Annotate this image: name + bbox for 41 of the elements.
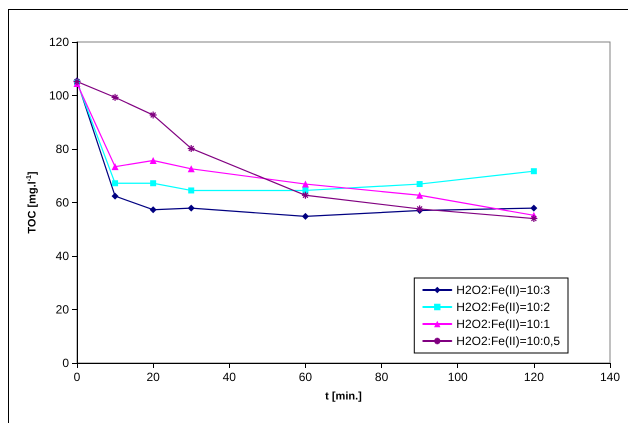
point [112,180,118,186]
point [150,157,157,164]
x-tick-label: 0 [74,370,81,384]
x-tick-label: 80 [374,370,389,384]
point [188,204,195,212]
point [150,180,156,186]
y-tick-label: 80 [56,142,70,156]
point [530,168,537,174]
point [530,214,538,223]
legend-label: H2O2:Fe(II)=10:1 [456,317,550,331]
legend-label: H2O2:Fe(II)=10:0,5 [456,334,560,348]
x-tick-label: 120 [524,370,544,384]
point [302,212,309,220]
point [149,110,158,120]
point [530,204,538,212]
point [188,165,195,172]
point [112,163,119,170]
point [112,192,119,200]
x-axis-title: t [min.] [325,390,362,402]
x-tick-label: 40 [222,370,236,384]
point [416,192,424,199]
point [301,191,310,200]
x-tick-label: 20 [146,370,160,384]
point [188,187,194,194]
x-tick-label: 140 [600,370,620,384]
legend-label: H2O2:Fe(II)=10:3 [456,283,550,297]
x-tick-label: 100 [448,370,468,384]
point [416,181,423,188]
point [416,204,424,214]
x-tick-label: 60 [298,370,312,384]
point [302,180,309,188]
y-tick-label: 100 [48,88,70,102]
y-tick-label: 0 [62,356,70,370]
y-tick-label: 20 [56,302,70,316]
point [187,144,196,153]
point [110,93,120,102]
y-tick-label: 120 [48,35,70,49]
legend-label: H2O2:Fe(II)=10:2 [456,300,550,314]
y-tick-label: 40 [56,249,70,263]
y-tick-label: 60 [56,196,70,210]
point [150,206,157,214]
